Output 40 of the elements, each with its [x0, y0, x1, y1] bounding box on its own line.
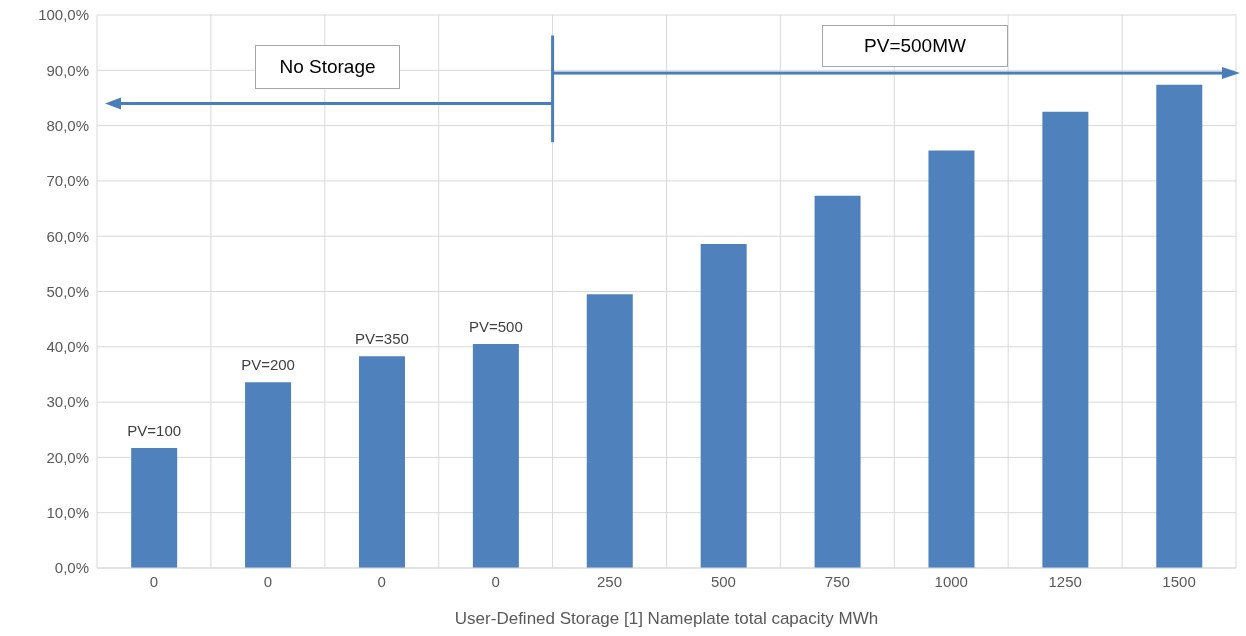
annotation: PV=500: [468, 318, 523, 336]
y-tick-label: 90,0%: [46, 61, 89, 79]
annotation: PV=350: [355, 330, 409, 348]
x-tick-label: 0: [149, 572, 159, 590]
bar: [245, 382, 292, 568]
x-tick-label: 1250: [1048, 572, 1082, 590]
x-tick-label: 250: [597, 572, 623, 590]
bar: [1156, 84, 1203, 568]
y-tick-label: 20,0%: [46, 448, 89, 466]
y-tick-label: 30,0%: [46, 393, 89, 411]
bar: [928, 150, 975, 568]
annotation: No Storage: [279, 56, 376, 78]
y-tick-label: 60,0%: [46, 227, 89, 245]
y-tick-label: 0,0%: [54, 559, 89, 577]
x-axis-title: User-Defined Storage [1] Nameplate total capacity MWh: [454, 609, 879, 628]
y-tick-label: 10,0%: [46, 504, 89, 522]
bar: [1042, 111, 1089, 568]
label-box: PV=500MW: [822, 25, 1008, 67]
bar: [814, 195, 861, 568]
x-tick-label: 1500: [1162, 572, 1196, 590]
x-tick-label: 1000: [934, 572, 968, 590]
bar: [131, 448, 178, 568]
x-tick-label: 0: [377, 572, 386, 590]
y-tick-label: 40,0%: [46, 338, 89, 356]
x-tick-label: 0: [491, 572, 500, 590]
bar: [472, 344, 519, 568]
annotation: PV=100: [127, 422, 182, 439]
x-tick-label: 750: [824, 572, 850, 590]
bar: [358, 356, 405, 568]
y-tick-label: 50,0%: [46, 282, 89, 300]
y-tick-label: 70,0%: [46, 172, 89, 190]
y-tick-label: 100,0%: [38, 6, 89, 24]
y-tick-label: 80,0%: [46, 116, 89, 134]
annotation: PV=500MW: [864, 35, 966, 57]
x-tick-label: 500: [710, 572, 736, 590]
x-tick-label: 0: [263, 572, 273, 590]
bar: [700, 243, 747, 568]
bar: [586, 294, 633, 568]
annotation: PV=200: [241, 356, 295, 374]
label-box: No Storage: [255, 45, 400, 89]
